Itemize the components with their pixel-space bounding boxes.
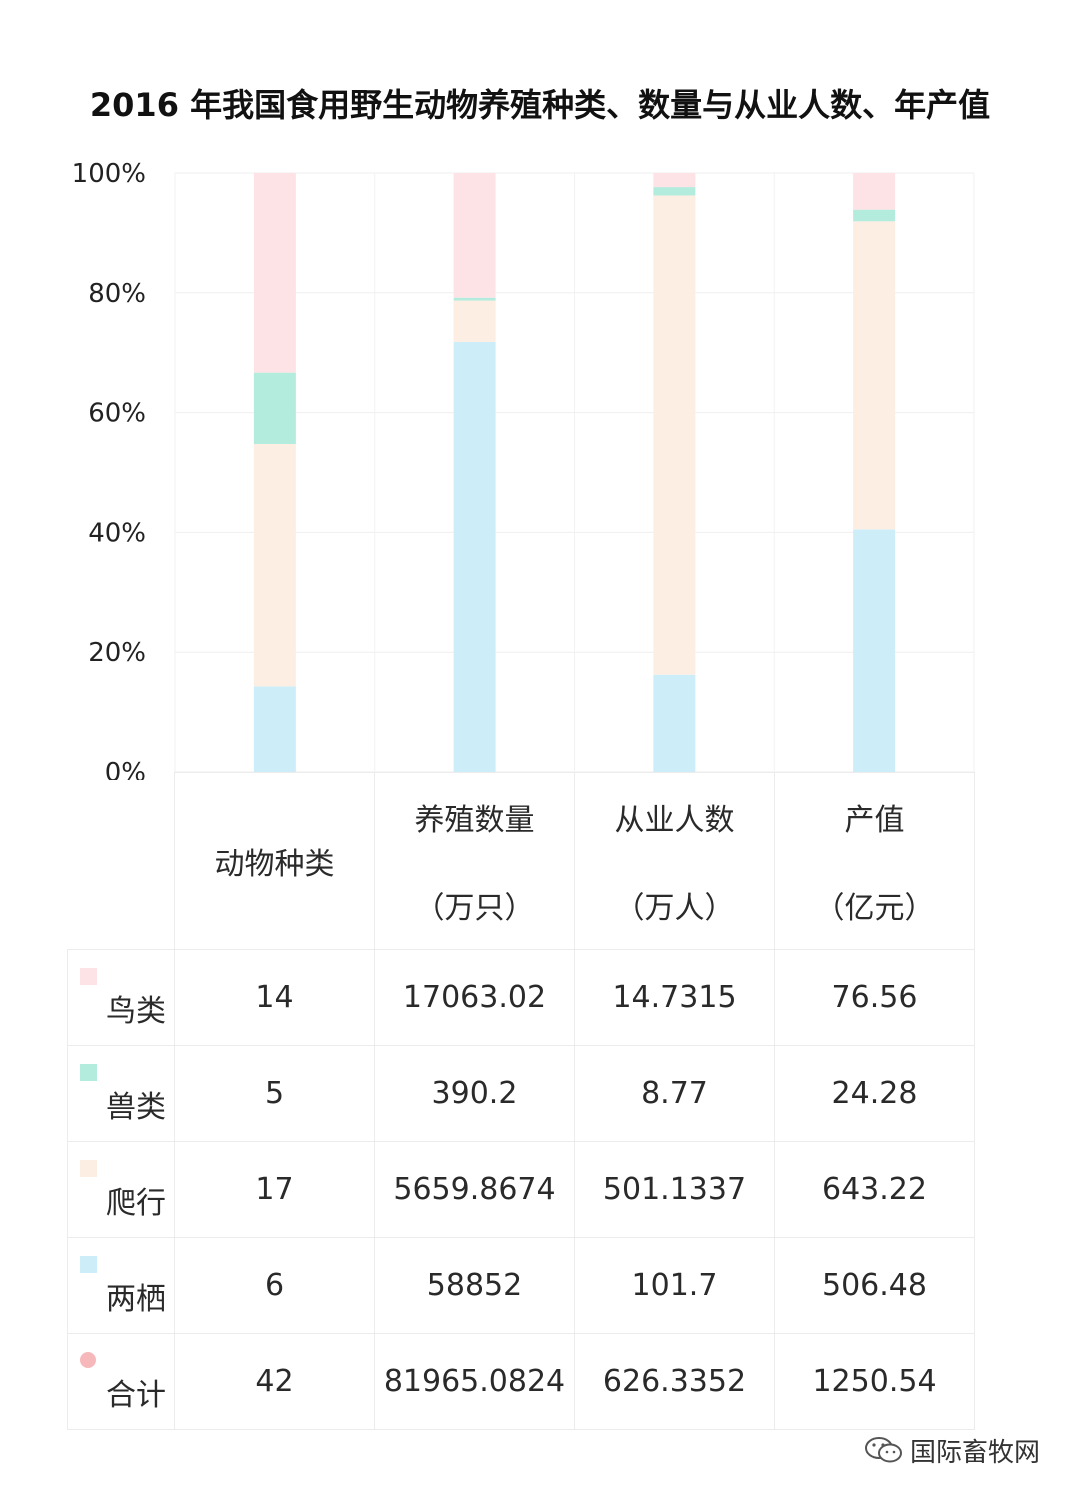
table-row: 合计 42 81965.0824 626.3352 1250.54	[67, 1333, 975, 1430]
table-cell: 24.28	[774, 1045, 975, 1142]
bar-segment-爬行	[253, 443, 296, 687]
bar-segment-兽类	[653, 187, 696, 196]
bar-segment-兽类	[853, 209, 896, 222]
table-cell: 1250.54	[774, 1333, 975, 1430]
table-cell: 6	[174, 1237, 375, 1334]
col-header-employees-unit: （万人）	[614, 891, 735, 926]
row-label-birds: 鸟类	[67, 949, 175, 1046]
row-label-text: 两栖	[106, 1282, 166, 1317]
table-cell: 58852	[374, 1237, 575, 1334]
legend-dot-total	[80, 1352, 96, 1368]
table-cell: 42	[174, 1333, 375, 1430]
legend-swatch-reptiles	[80, 1160, 97, 1177]
row-label-reptiles: 爬行	[67, 1141, 175, 1238]
y-tick-label: 60%	[88, 399, 146, 429]
table-cell: 8.77	[574, 1045, 775, 1142]
table-cell: 17063.02	[374, 949, 575, 1046]
row-label-amphibians: 两栖	[67, 1237, 175, 1334]
col-header-species: 动物种类	[174, 772, 375, 950]
col-header-quantity-unit: （万只）	[414, 891, 535, 926]
table-cell: 5659.8674	[374, 1141, 575, 1238]
col-header-quantity-label: 养殖数量	[414, 803, 535, 838]
legend-swatch-birds	[80, 968, 97, 985]
table-cell: 643.22	[774, 1141, 975, 1238]
row-label-text: 兽类	[106, 1090, 166, 1125]
watermark: 国际畜牧网	[864, 1432, 1040, 1472]
table-row: 两栖 6 58852 101.7 506.48	[67, 1237, 975, 1334]
legend-swatch-amphibians	[80, 1256, 97, 1273]
y-tick-label: 80%	[88, 279, 146, 309]
bar-segment-爬行	[853, 221, 896, 530]
table-cell: 76.56	[774, 949, 975, 1046]
bar-segment-鸟类	[853, 173, 896, 210]
data-table: 动物种类 养殖数量 （万只） 从业人数 （万人） 产值 （亿元） 鸟类 14 1…	[67, 772, 975, 1430]
table-cell: 81965.0824	[374, 1333, 575, 1430]
row-label-text: 鸟类	[106, 994, 166, 1029]
table-cell: 14	[174, 949, 375, 1046]
table-header-row: 动物种类 养殖数量 （万只） 从业人数 （万人） 产值 （亿元）	[67, 772, 975, 950]
table-cell: 5	[174, 1045, 375, 1142]
watermark-text: 国际畜牧网	[910, 1438, 1041, 1468]
y-tick-label: 40%	[88, 518, 146, 548]
col-header-quantity: 养殖数量 （万只）	[374, 772, 575, 950]
col-header-employees-label: 从业人数	[614, 803, 735, 838]
wechat-icon	[864, 1435, 904, 1472]
table-row: 兽类 5 390.2 8.77 24.28	[67, 1045, 975, 1142]
table-cell: 390.2	[374, 1045, 575, 1142]
col-header-output: 产值 （亿元）	[774, 772, 975, 950]
table-row: 爬行 17 5659.8674 501.1337 643.22	[67, 1141, 975, 1238]
table-cell: 506.48	[774, 1237, 975, 1334]
bar-segment-爬行	[653, 195, 696, 675]
table-cell: 101.7	[574, 1237, 775, 1334]
bar-segment-两栖	[653, 674, 696, 772]
stacked-percent-bar-chart: 0%20%40%60%80%100%	[72, 159, 975, 780]
table-corner	[67, 772, 175, 950]
col-header-species-label: 动物种类	[214, 847, 335, 882]
bar-segment-两栖	[853, 529, 896, 772]
table-cell: 626.3352	[574, 1333, 775, 1430]
bar-segment-兽类	[453, 297, 496, 301]
bar-segment-爬行	[453, 300, 496, 342]
chart-title: 2016 年我国食用野生动物养殖种类、数量与从业人数、年产值	[89, 86, 991, 124]
row-label-total: 合计	[67, 1333, 175, 1430]
col-header-output-label: 产值	[844, 803, 905, 838]
table-cell: 501.1337	[574, 1141, 775, 1238]
y-tick-label: 20%	[88, 638, 146, 668]
bar-segment-鸟类	[253, 173, 296, 373]
col-header-employees: 从业人数 （万人）	[574, 772, 775, 950]
bar-segment-两栖	[453, 341, 496, 772]
bar-segment-兽类	[253, 372, 296, 444]
legend-swatch-beasts	[80, 1064, 97, 1081]
table-cell: 17	[174, 1141, 375, 1238]
bar-segment-两栖	[253, 686, 296, 772]
table-cell: 14.7315	[574, 949, 775, 1046]
row-label-beasts: 兽类	[67, 1045, 175, 1142]
table-row: 鸟类 14 17063.02 14.7315 76.56	[67, 949, 975, 1046]
y-tick-label: 100%	[72, 159, 146, 189]
row-label-text: 合计	[106, 1378, 166, 1413]
row-label-text: 爬行	[106, 1186, 166, 1221]
bar-segment-鸟类	[653, 173, 696, 188]
bar-segment-鸟类	[453, 173, 496, 298]
col-header-output-unit: （亿元）	[814, 891, 935, 926]
